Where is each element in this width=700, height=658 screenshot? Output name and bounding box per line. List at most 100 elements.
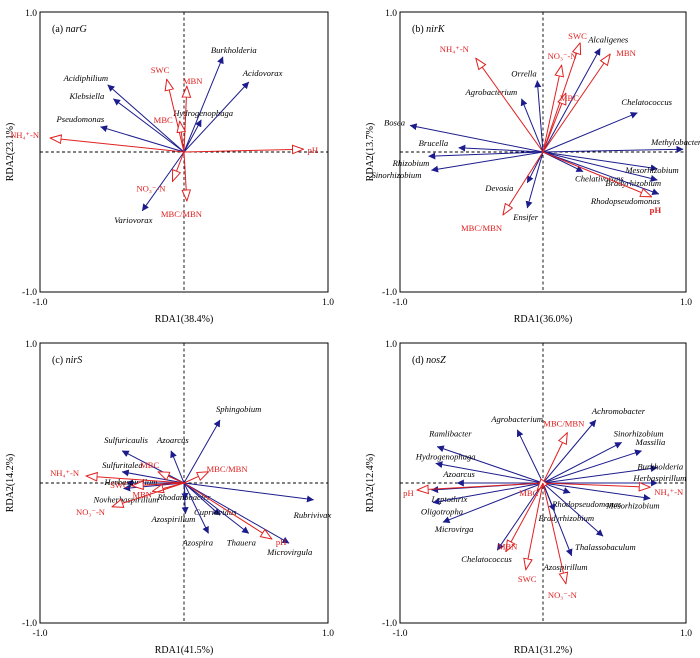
- env-label-mbn: MBN: [183, 76, 203, 86]
- env-label-no3-n: NO₃⁻-N: [76, 507, 106, 517]
- x-tick-min: -1.0: [392, 629, 407, 639]
- y-tick-max: 1.0: [385, 9, 397, 19]
- x-axis-label: RDA1(38.4%): [155, 314, 214, 325]
- species-arrow-azospirillum: [542, 482, 573, 557]
- env-arrow-no3-n: [112, 482, 185, 507]
- species-arrow-ramlibacter: [436, 445, 544, 484]
- species-label-pseudomonas: Pseudomonas: [55, 114, 104, 124]
- species-arrow-rhizobium: [428, 151, 544, 160]
- species-arrow-acidiphilium: [107, 84, 185, 153]
- species-label-thauera: Thauera: [227, 537, 256, 547]
- species-label-agrobacterium: Agrobacterium: [490, 414, 543, 424]
- species-label-variovorax: Variovorax: [114, 215, 152, 225]
- env-label-mbn: MBN: [616, 48, 636, 58]
- env-label-ph: pH: [276, 537, 287, 547]
- species-label-azoarcus: Azoarcus: [156, 435, 189, 445]
- species-label-microvirgula: Microvirgula: [266, 547, 312, 557]
- species-label-ramlibacter: Ramlibacter: [428, 429, 472, 439]
- env-label-ph: pH: [403, 488, 414, 498]
- y-tick-min: -1.0: [382, 619, 397, 629]
- species-arrow-azospirillum: [181, 482, 189, 515]
- species-label-acidiphilium: Acidiphilium: [63, 73, 108, 83]
- env-arrow-swc: [526, 482, 544, 570]
- species-label-rubrivivax: Rubrivivax: [293, 510, 332, 520]
- env-label-mbc: MBC: [154, 115, 173, 125]
- species-label-bradyrhizobium: Bradyrhizobium: [538, 513, 594, 523]
- env-label-nh4-n: NH₄⁺-N: [50, 468, 80, 478]
- species-arrow-hydrogenophaga: [183, 119, 202, 153]
- species-label-thalassobaculum: Thalassobaculum: [575, 542, 636, 552]
- species-label-azospirillum: Azospirillum: [543, 562, 588, 572]
- rda-panel-narG: 1.0 -1.0-1.0 1.0 RDA1(38.4%) RDA2(23.1%) (a) …: [5, 9, 334, 325]
- env-label-swc: SWC: [518, 574, 537, 584]
- species-label-klebsiella: Klebsiella: [68, 91, 104, 101]
- env-label-no3-n: NO₃⁻-N: [548, 51, 578, 61]
- species-label-rhodopseudomonas: Rhodopseudomonas: [590, 196, 661, 206]
- species-arrow-brucella: [458, 144, 544, 153]
- panel-title: (d) nosZ: [412, 355, 446, 366]
- species-label-bosea: Bosea: [384, 117, 405, 127]
- env-arrow-mbn: [506, 482, 544, 552]
- species-label-microvirga: Microvirga: [434, 524, 474, 534]
- env-arrow-mbc-mbn: [183, 472, 208, 484]
- species-label-chelatococcus: Chelatococcus: [621, 97, 672, 107]
- env-label-mbc: MBC: [140, 460, 159, 470]
- species-arrow-methylobacterium: [542, 145, 684, 153]
- env-arrow-mbn: [542, 54, 610, 153]
- env-arrow-ph: [542, 151, 652, 197]
- species-arrow-mesorhizobium: [542, 482, 651, 501]
- species-label-azoarcus: Azoarcus: [442, 469, 475, 479]
- species-arrow-azoarcus: [170, 450, 185, 484]
- species-arrow-rubrivivax: [183, 482, 314, 503]
- y-axis-label: RDA2(14.2%): [5, 454, 16, 513]
- species-arrow-rhodopseudomonas: [542, 151, 660, 196]
- env-label-ph: pH: [308, 145, 319, 155]
- y-tick-max: 1.0: [25, 9, 37, 19]
- species-label-massilia: Massilia: [635, 437, 666, 447]
- panel-letter: (b): [412, 24, 426, 35]
- panel-letter: (d): [412, 355, 426, 366]
- species-label-alcaligenes: Alcaligenes: [587, 34, 629, 44]
- rda-panel-nosZ: 1.0 -1.0-1.0 1.0 RDA1(31.2%) RDA2(12.4%) (d) …: [365, 340, 692, 656]
- env-label-no3-n: NO₃⁻-N: [548, 590, 578, 600]
- env-arrow-nh4-n: [50, 138, 185, 153]
- species-label-herbaspirillum: Herbaspirillum: [103, 477, 157, 487]
- species-label-rhizobium: Rhizobium: [392, 158, 430, 168]
- species-label-chelativorans: Chelativorans: [575, 174, 624, 184]
- species-label-brucella: Brucella: [419, 138, 449, 148]
- env-arrow-nh4-n: [542, 483, 650, 487]
- species-label-novherbaspirillum: Novherbaspirillum: [93, 495, 159, 505]
- y-tick-min: -1.0: [22, 619, 37, 629]
- species-arrow-sinorhizobium: [542, 441, 622, 484]
- env-label-ph: pH: [650, 205, 662, 215]
- env-label-mbc: MBC: [560, 93, 579, 103]
- species-label-hydrogenophaga: Hydrogenophaga: [415, 451, 476, 461]
- species-arrow-sulfuritalea: [121, 469, 185, 484]
- species-label-hydrogenophaga: Hydrogenophaga: [172, 108, 233, 118]
- env-arrow-mbc: [542, 93, 566, 153]
- env-label-nh4-n: NH₄⁺-N: [10, 130, 40, 140]
- species-arrow-variovorax: [141, 151, 185, 212]
- env-label-swc: SWC: [151, 65, 170, 75]
- species-arrow-cupriavidus: [183, 482, 221, 516]
- x-tick-min: -1.0: [392, 298, 407, 308]
- species-label-leptothrix: Leptothrix: [430, 494, 467, 504]
- y-tick-max: 1.0: [385, 340, 397, 350]
- env-arrow-ph: [183, 149, 304, 152]
- species-label-herbaspirillum: Herbaspirillum: [632, 473, 686, 483]
- env-label-mbc-mbn: MBC/MBN: [161, 209, 203, 219]
- species-arrow-chelatococcus: [542, 112, 638, 153]
- species-label-achromobacter: Achromobacter: [591, 406, 646, 416]
- species-arrow-sulfuricaulis: [121, 450, 185, 484]
- panel-title: (a) narG: [52, 24, 87, 35]
- panel-title: (b) nirK: [412, 24, 446, 35]
- species-arrow-ensifer: [525, 151, 544, 209]
- species-label-azospira: Azospira: [181, 537, 213, 547]
- panel-gene: nirK: [426, 24, 446, 35]
- species-label-sulfuricaulis: Sulfuricaulis: [104, 435, 149, 445]
- env-arrow-mbc-mbn: [542, 433, 567, 484]
- species-arrow-sphingobium: [183, 419, 221, 484]
- species-arrow-microvirga: [442, 482, 544, 524]
- y-axis-label: RDA2(23.1%): [5, 123, 16, 182]
- rda-panel-nirS: 1.0 -1.0-1.0 1.0 RDA1(41.5%) RDA2(14.2%) (c) …: [5, 340, 334, 656]
